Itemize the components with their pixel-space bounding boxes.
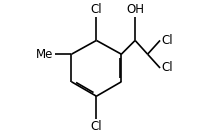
Text: Cl: Cl (161, 62, 173, 75)
Text: Cl: Cl (161, 34, 173, 47)
Text: Cl: Cl (91, 120, 102, 133)
Text: Me: Me (36, 48, 54, 61)
Text: Cl: Cl (91, 3, 102, 16)
Text: OH: OH (126, 3, 144, 16)
